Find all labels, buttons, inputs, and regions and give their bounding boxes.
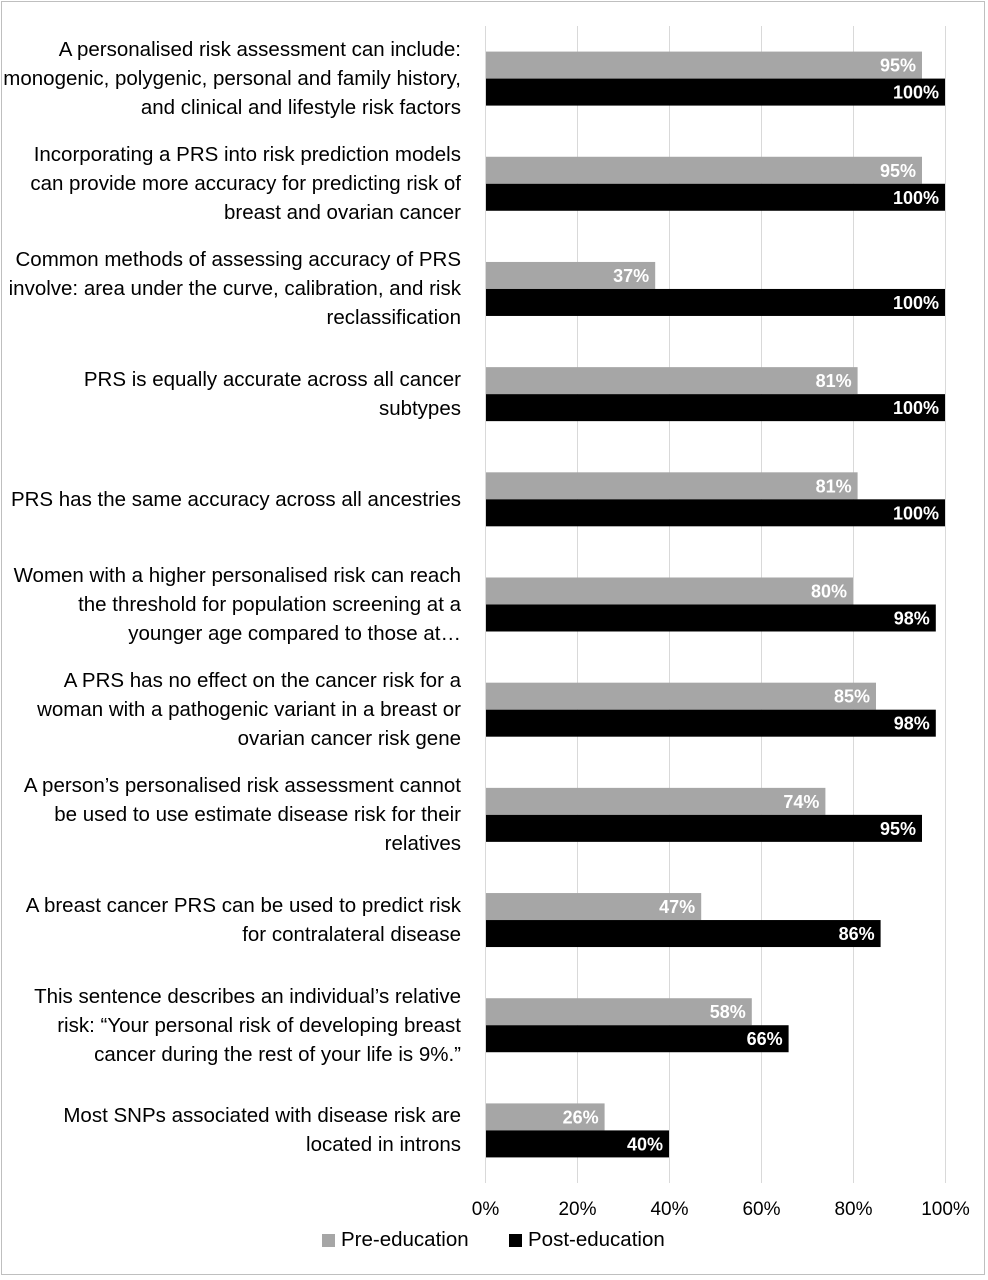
x-tick-label: 40% <box>650 1199 688 1220</box>
data-label-post: 95% <box>880 819 916 839</box>
x-tick-label: 20% <box>558 1199 596 1220</box>
data-label-pre: 58% <box>710 1002 746 1022</box>
data-label-post: 100% <box>893 293 939 313</box>
data-label-post: 98% <box>894 609 930 629</box>
data-label-post: 100% <box>893 398 939 418</box>
category-label: Incorporating a PRS into risk prediction… <box>30 143 461 225</box>
data-label-pre: 80% <box>811 582 847 602</box>
bar-pre-education <box>485 472 858 500</box>
category-label: A breast cancer PRS can be used to predi… <box>25 894 461 947</box>
bar-pre-education <box>485 156 922 184</box>
bar-pre-education <box>485 51 922 79</box>
bar-post-education <box>485 288 945 316</box>
data-label-post: 100% <box>893 503 939 523</box>
legend-swatch-post <box>509 1234 522 1247</box>
bar-post-education <box>485 1130 669 1158</box>
legend-label-post: Post-education <box>528 1228 665 1251</box>
category-label: This sentence describes an individual’s … <box>34 984 461 1066</box>
category-label: A person’s personalised risk assessment … <box>23 774 461 856</box>
data-label-post: 100% <box>893 83 939 103</box>
bar-post-education <box>485 183 945 211</box>
bar-post-education <box>485 1025 789 1053</box>
bar-pre-education <box>485 682 876 710</box>
data-label-post: 100% <box>893 188 939 208</box>
data-label-pre: 37% <box>613 266 649 286</box>
bar-pre-education <box>485 1103 605 1131</box>
bar-post-education <box>485 394 945 422</box>
category-label: Most SNPs associated with disease risk a… <box>63 1104 461 1157</box>
bar-pre-education <box>485 577 853 605</box>
bar-pre-education <box>485 998 752 1026</box>
data-label-post: 98% <box>894 714 930 734</box>
data-label-post: 86% <box>839 924 875 944</box>
data-label-pre: 85% <box>834 687 870 707</box>
bar-post-education <box>485 499 945 527</box>
category-label: A personalised risk assessment can inclu… <box>3 38 461 120</box>
bar-post-education <box>485 814 922 842</box>
bar-pre-education <box>485 787 826 815</box>
data-label-pre: 47% <box>659 897 695 917</box>
category-label: PRS is equally accurate across all cance… <box>83 368 461 421</box>
legend: Pre-education Post-education <box>0 1226 988 1256</box>
x-tick-label: 80% <box>834 1199 872 1220</box>
category-label: Women with a higher personalised risk ca… <box>13 564 461 645</box>
data-label-post: 66% <box>747 1029 783 1049</box>
data-label-pre: 95% <box>880 161 916 181</box>
bar-pre-education <box>485 367 858 395</box>
bar-post-education <box>485 604 936 632</box>
legend-label-pre: Pre-education <box>341 1228 469 1251</box>
data-label-pre: 26% <box>563 1107 599 1127</box>
category-label: A PRS has no effect on the cancer risk f… <box>37 669 461 751</box>
x-tick-label: 100% <box>921 1199 970 1220</box>
bar-post-education <box>485 920 881 948</box>
x-tick-label: 0% <box>472 1199 500 1220</box>
bar-post-education <box>485 709 936 737</box>
data-label-pre: 95% <box>880 56 916 76</box>
bar-pre-education <box>485 893 702 921</box>
data-label-post: 40% <box>627 1134 663 1154</box>
bar-pre-education <box>485 261 656 289</box>
data-label-pre: 81% <box>816 371 852 391</box>
legend-swatch-pre <box>322 1234 335 1247</box>
data-label-pre: 81% <box>816 476 852 496</box>
data-label-pre: 74% <box>783 792 819 812</box>
x-tick-label: 60% <box>742 1199 780 1220</box>
category-label: Common methods of assessing accuracy of … <box>8 248 461 330</box>
category-label: PRS has the same accuracy across all anc… <box>10 487 461 511</box>
bar-post-education <box>485 78 945 106</box>
